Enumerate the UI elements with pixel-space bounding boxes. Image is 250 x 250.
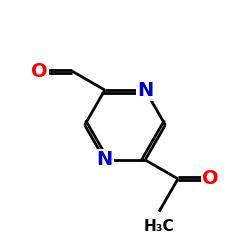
Text: N: N <box>97 150 113 170</box>
Text: O: O <box>32 62 48 81</box>
Text: H₃C: H₃C <box>144 218 174 234</box>
Text: N: N <box>137 80 153 100</box>
Text: O: O <box>202 169 218 188</box>
